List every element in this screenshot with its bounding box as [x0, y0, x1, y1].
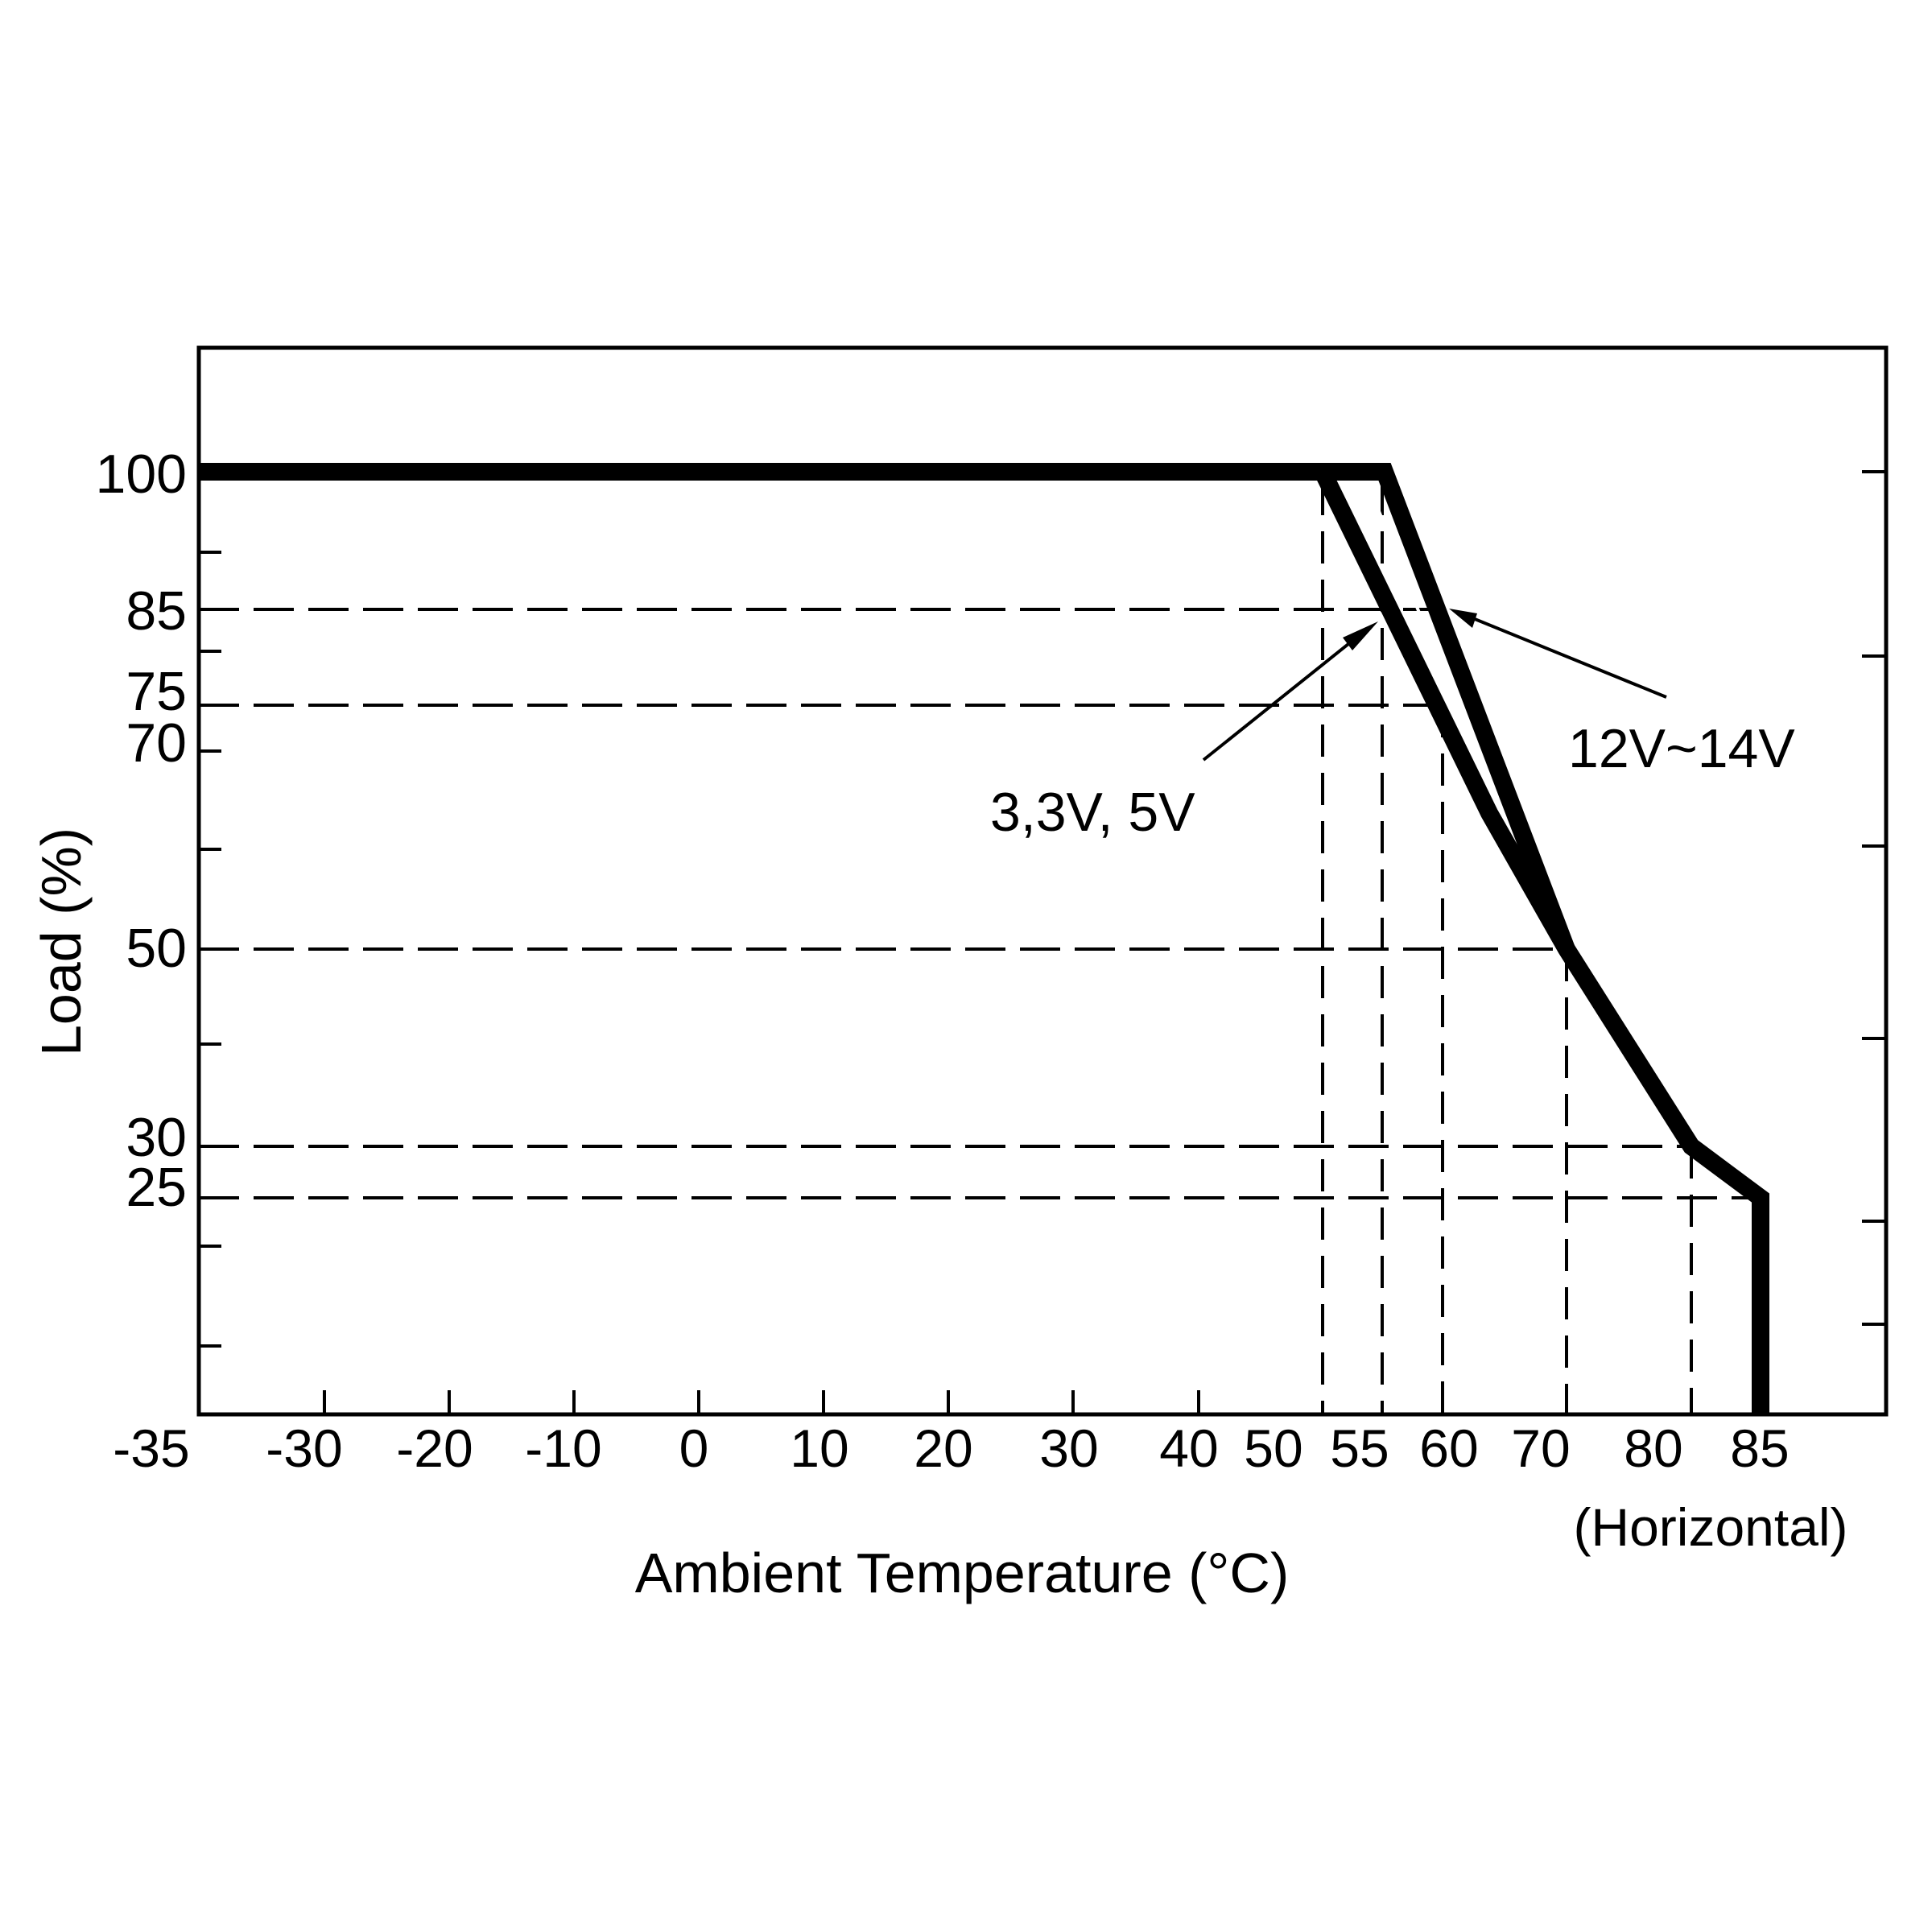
- x-tick-label: 40: [1159, 1418, 1218, 1478]
- x-axis-title: Ambient Temperature (°C): [635, 1542, 1290, 1604]
- curve-gap: [1373, 498, 1475, 749]
- x-tick-label: -30: [266, 1418, 342, 1478]
- reference-lines-vertical: [1321, 483, 1693, 1414]
- annotation-label-3v3-5v: 3,3V, 5V: [990, 782, 1195, 843]
- x-tick-labels: -35 -30 -20 -10 0 10 20 30 40 50 55 60 7…: [113, 1418, 1789, 1478]
- x-tick-label: 10: [790, 1418, 848, 1478]
- y-tick-25: 25: [126, 1157, 187, 1218]
- y-axis-title: Load (%): [30, 828, 93, 1056]
- x-tick-label: 60: [1419, 1418, 1478, 1478]
- plot-frame: [196, 345, 1889, 1417]
- y-tick-70: 70: [126, 712, 187, 774]
- y-tick-100: 100: [96, 444, 187, 505]
- x-tick-label: -10: [525, 1418, 601, 1478]
- curve-3v3-5v: [199, 463, 1769, 1414]
- x-tick-label: 20: [914, 1418, 972, 1478]
- x-tick-label: 0: [679, 1418, 709, 1478]
- x-tick-label: 30: [1039, 1418, 1098, 1478]
- reference-lines-horizontal: [199, 608, 1755, 1199]
- x-axis-ticks: [323, 1390, 1200, 1414]
- y-tick-50: 50: [126, 918, 187, 979]
- x-tick-label: 70: [1511, 1418, 1570, 1478]
- y-axis-ticks-right: [1862, 470, 1886, 1326]
- y-tick-75: 75: [126, 661, 187, 722]
- annotation-arrow-3v3-5v: [1202, 621, 1378, 762]
- x-tick-label: 55: [1330, 1418, 1389, 1478]
- x-tick-label: 50: [1244, 1418, 1302, 1478]
- annotation-arrow-12v-14v: [1449, 609, 1667, 699]
- y-tick-85: 85: [126, 580, 187, 642]
- annotation-label-12v-14v: 12V~14V: [1568, 718, 1795, 779]
- y-tick-30: 30: [126, 1107, 187, 1168]
- y-tick-labels: 100 85 75 70 50 30 25: [96, 444, 187, 1218]
- x-axis-note: (Horizontal): [1573, 1497, 1847, 1557]
- x-tick-label: 85: [1730, 1418, 1789, 1478]
- x-tick-label: -20: [396, 1418, 473, 1478]
- x-tick-label: 80: [1624, 1418, 1682, 1478]
- x-tick-label: -35: [113, 1418, 189, 1478]
